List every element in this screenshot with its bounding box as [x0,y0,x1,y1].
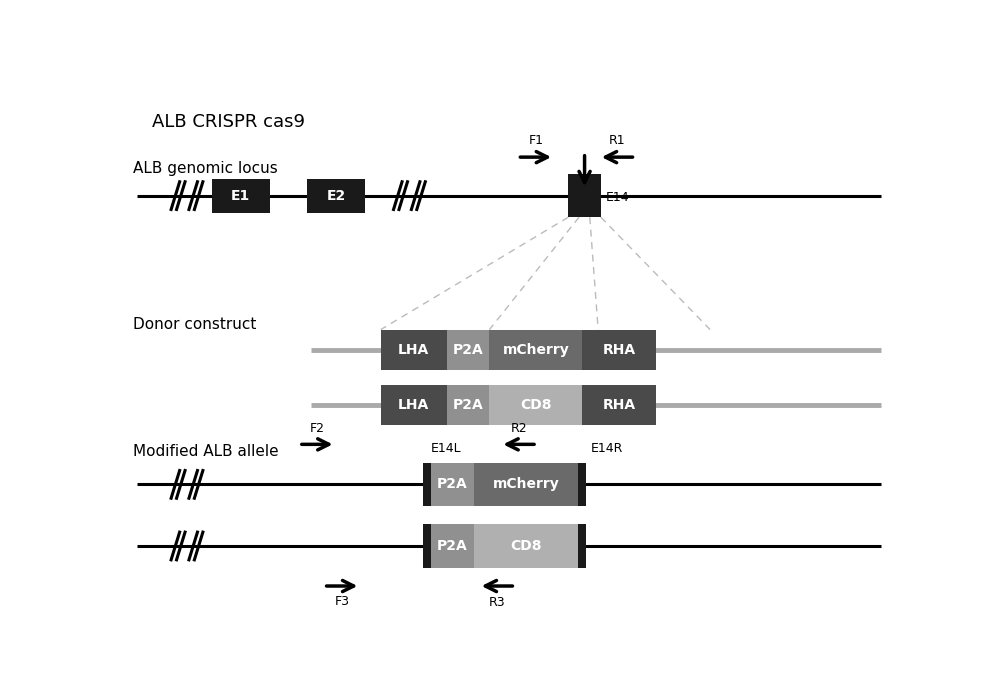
Text: LHA: LHA [398,398,429,412]
Bar [431,524,474,567]
Text: mCherry: mCherry [493,477,559,491]
Bar [489,330,582,370]
Bar [582,330,656,370]
Text: RHA: RHA [602,398,636,412]
Bar [212,179,270,212]
Text: E14R: E14R [591,442,623,455]
Text: F1: F1 [528,134,543,147]
Text: R3: R3 [489,596,505,609]
Text: E14: E14 [606,191,629,203]
Bar [578,463,586,506]
Text: E14L: E14L [431,442,462,455]
Text: F2: F2 [310,423,325,436]
Bar [568,174,601,217]
Text: Donor construct: Donor construct [133,317,256,333]
Text: P2A: P2A [437,539,468,553]
Bar [307,179,365,212]
Bar [381,330,447,370]
Bar [423,524,431,567]
Text: E2: E2 [327,189,346,203]
Bar [447,385,489,425]
Bar [489,385,582,425]
Bar [381,385,447,425]
Bar [474,463,578,506]
Bar [474,524,578,567]
Bar [423,463,431,506]
Bar [582,385,656,425]
Text: CD8: CD8 [510,539,542,553]
Bar [447,330,489,370]
Bar [578,524,586,567]
Text: R2: R2 [510,423,527,436]
Text: CD8: CD8 [520,398,552,412]
Text: ALB CRISPR cas9: ALB CRISPR cas9 [152,113,305,131]
Text: Modified ALB allele: Modified ALB allele [133,444,278,459]
Text: RHA: RHA [602,343,636,357]
Text: R1: R1 [609,134,625,147]
Text: ALB genomic locus: ALB genomic locus [133,161,278,176]
Text: P2A: P2A [453,398,483,412]
Bar [431,463,474,506]
Text: mCherry: mCherry [502,343,569,357]
Text: F3: F3 [334,595,350,608]
Text: P2A: P2A [453,343,483,357]
Text: LHA: LHA [398,343,429,357]
Text: P2A: P2A [437,477,468,491]
Text: E1: E1 [231,189,250,203]
